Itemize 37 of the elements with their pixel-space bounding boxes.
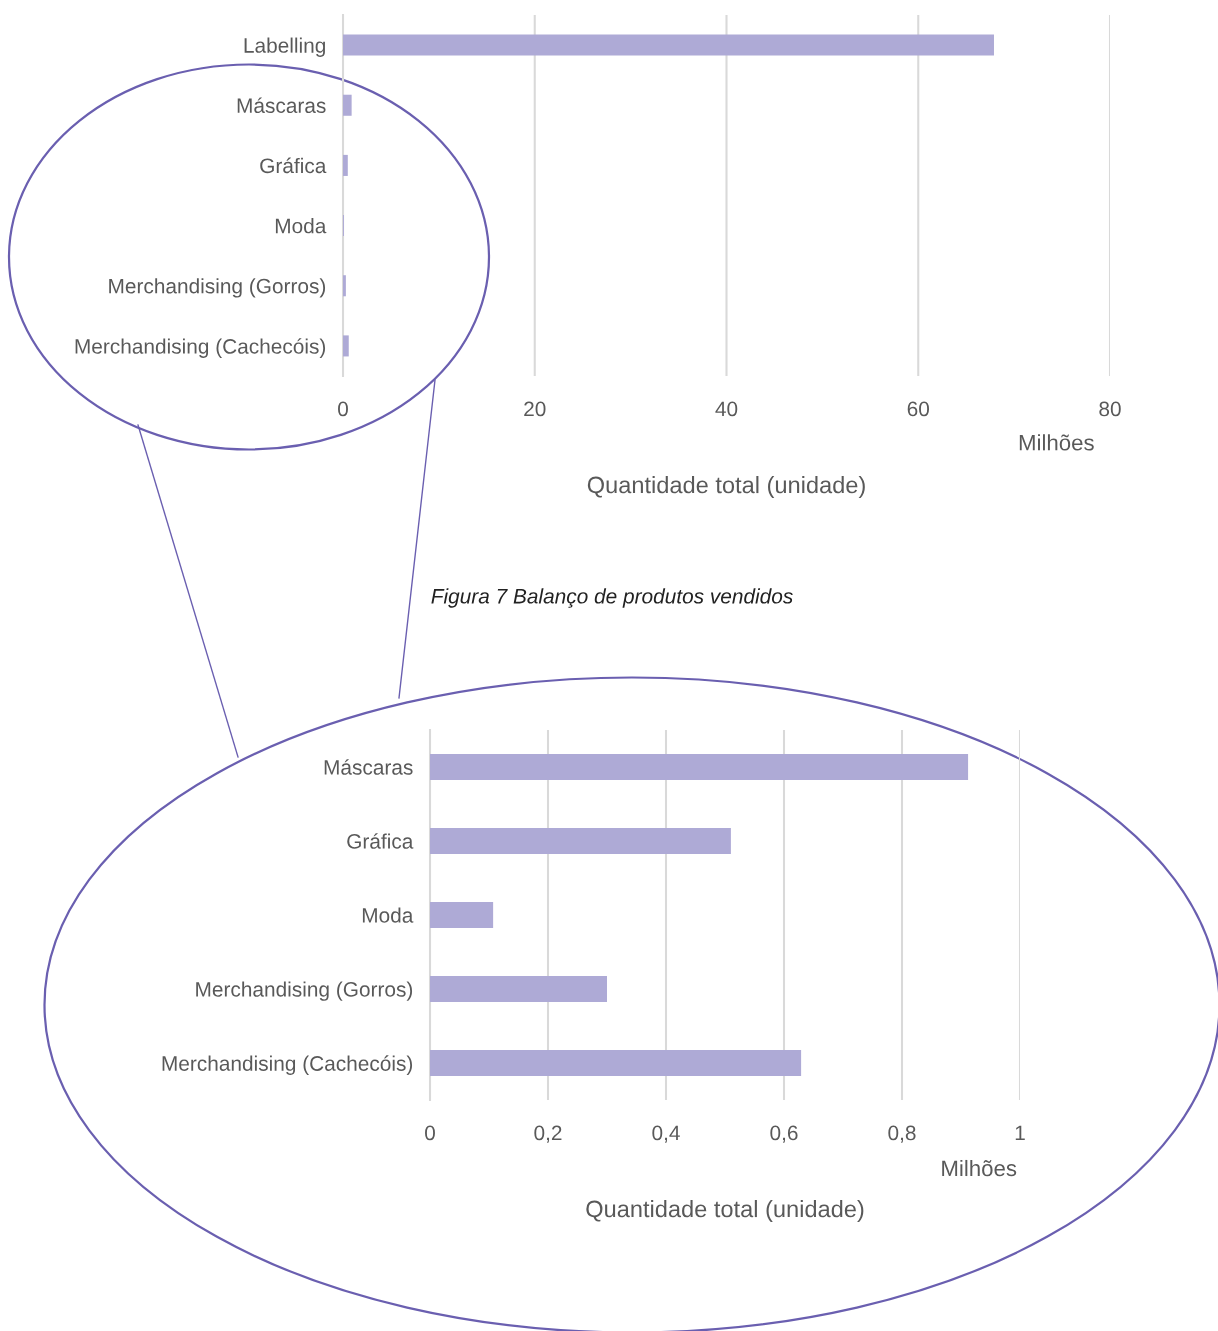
x-tick-label: 1 [1015, 1125, 1025, 1141]
x-tick-label: 0 [425, 1125, 435, 1141]
text: Milhões [1019, 434, 1094, 451]
y-tick-label: Labelling [244, 37, 325, 57]
x-tick-label: 0,2 [534, 1125, 562, 1143]
y-tick-label: Merchandising (Gorros) [196, 981, 413, 1001]
bar [343, 94, 352, 116]
bar [430, 976, 607, 1002]
bar [343, 154, 348, 176]
bar [430, 828, 731, 854]
x-tick-label: 20 [524, 401, 546, 417]
bar [343, 34, 994, 56]
x-axis-title: Quantidade total (unidade) [587, 475, 865, 498]
y-tick-label: Moda [362, 907, 414, 923]
y-tick-label: Gráfica [347, 833, 414, 849]
text: Figura 7 Balanço de produtos vendidos [431, 588, 793, 608]
y-tick-label: Gráfica [260, 157, 327, 174]
y-tick-label: Moda [275, 218, 327, 234]
bar [430, 902, 494, 928]
y-tick-label: Merchandising (Cachecóis) [75, 338, 326, 358]
y-tick-label: Merchandising (Cachecóis) [162, 1055, 413, 1075]
bar [430, 754, 969, 780]
x-tick-label: 0,6 [770, 1125, 798, 1143]
y-tick-label: Máscaras [237, 97, 326, 113]
x-tick-label: 60 [907, 401, 930, 417]
text: Milhões [942, 1159, 1017, 1177]
bar [430, 1050, 802, 1076]
x-axis-title: Quantidade total (unidade) [586, 1199, 864, 1222]
bar [343, 335, 349, 357]
y-tick-label: Máscaras [324, 759, 413, 775]
x-tick-label: 0 [338, 401, 348, 417]
x-tick-label: 40 [715, 401, 738, 417]
x-tick-label: 0,8 [888, 1125, 916, 1143]
x-tick-label: 0,4 [652, 1125, 680, 1143]
bar [343, 275, 346, 297]
x-tick-label: 80 [1099, 401, 1121, 417]
y-tick-label: Merchandising (Gorros) [109, 278, 326, 298]
